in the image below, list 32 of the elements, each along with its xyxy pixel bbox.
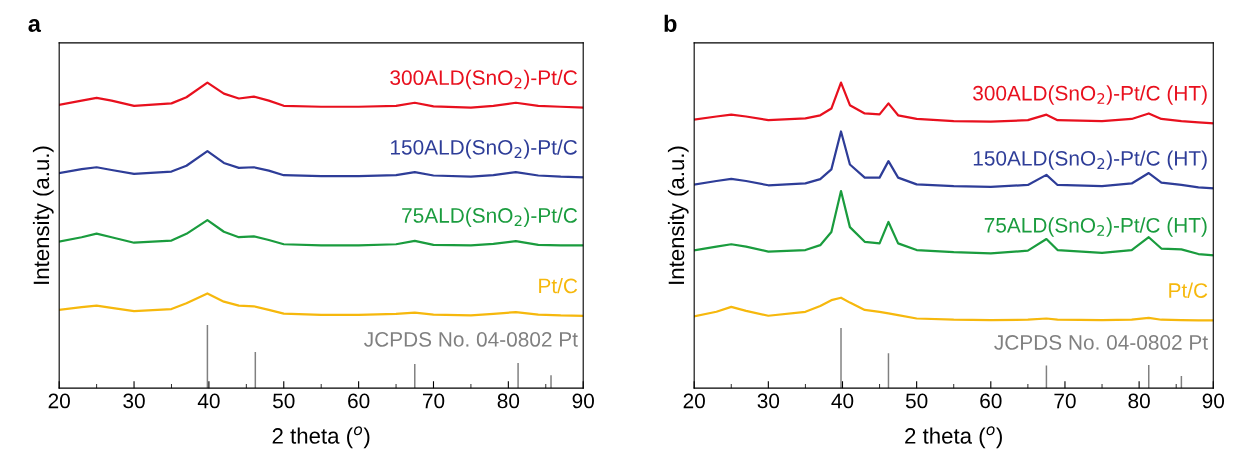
series-label: JCPDS No. 04-0802 Pt (364, 332, 578, 347)
x-tick-label: 70 (422, 393, 445, 409)
series-label: Pt/C (1169, 282, 1208, 298)
x-tick-label: 50 (273, 393, 295, 409)
x-axis-title: 2 theta ($^{o}$) (272, 426, 370, 449)
x-tick-label: 60 (348, 393, 370, 409)
x-tick-label: 40 (831, 393, 854, 409)
y-axis-title: Intensity (a.u.) (667, 146, 689, 284)
series-label: 75ALD(SnO$_{2}$)-Pt/C (402, 207, 578, 227)
series-label: 75ALD(SnO$_{2}$)-Pt/C (HT) (984, 217, 1207, 237)
series-label: 150ALD(SnO$_{2}$)-Pt/C (HT) (973, 150, 1207, 170)
x-tick-label: 20 (683, 393, 705, 409)
series-label: JCPDS No. 04-0802 Pt (994, 335, 1208, 350)
chart-title: b (664, 14, 677, 32)
x-tick-label: 60 (980, 393, 1002, 409)
x-axis-title: 2 theta ($^{o}$) (905, 426, 1002, 449)
x-tick-label: 90 (1202, 393, 1225, 409)
x-tick-label: 70 (1054, 393, 1076, 409)
x-tick-label: 30 (757, 393, 780, 409)
series-label: 300ALD(SnO$_{2}$)-Pt/C (HT) (973, 85, 1207, 105)
x-tick-label: 50 (905, 393, 928, 409)
x-tick-label: 80 (497, 393, 520, 409)
series-label: 300ALD(SnO$_{2}$)-Pt/C (390, 69, 577, 90)
y-axis-title: Intensity (a.u.) (32, 146, 54, 284)
x-tick-label: 20 (48, 393, 70, 409)
x-tick-label: 40 (197, 393, 220, 409)
chart-title: a (28, 19, 42, 32)
x-tick-label: 80 (1128, 393, 1150, 409)
series-label: 150ALD(SnO$_{2}$)-Pt/C (391, 139, 577, 159)
series-label: Pt/C (539, 278, 578, 294)
x-tick-label: 30 (123, 393, 145, 409)
x-tick-label: 90 (572, 393, 594, 409)
